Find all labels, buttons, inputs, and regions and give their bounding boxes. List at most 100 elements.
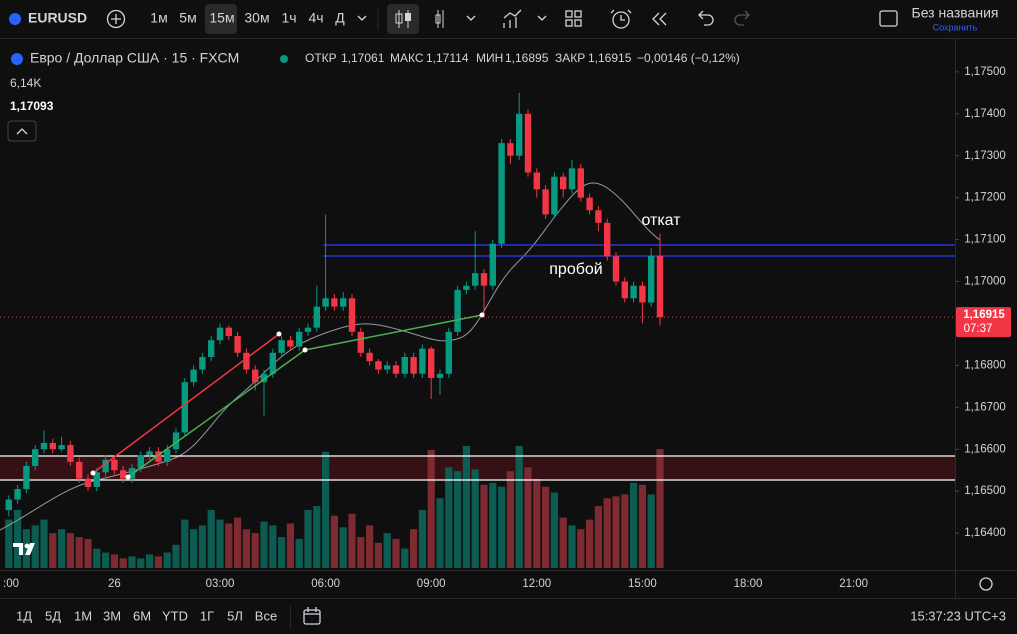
- volume-bar: [146, 554, 154, 568]
- interval[interactable]: 1м: [150, 10, 167, 26]
- candle-body: [480, 273, 488, 286]
- candle-body: [639, 285, 646, 303]
- x-tick-label: 21:00: [839, 578, 868, 590]
- symbol[interactable]: EURUSD: [28, 10, 87, 26]
- volume-bar: [172, 544, 180, 568]
- range-button[interactable]: 1Д: [16, 608, 32, 623]
- undo[interactable]: [698, 10, 714, 26]
- range-button[interactable]: 5Д: [45, 608, 61, 623]
- volume-bar: [533, 478, 541, 568]
- candle-body: [656, 255, 664, 318]
- alert-icon[interactable]: [612, 11, 630, 29]
- interval[interactable]: 15м: [209, 10, 234, 26]
- volume-bar: [577, 529, 585, 568]
- candle-body: [278, 340, 285, 353]
- range-button[interactable]: YTD: [162, 608, 188, 623]
- date-range-icon[interactable]: [303, 609, 321, 625]
- instrument: Евро / Доллар США · 15 · FXCM: [30, 50, 239, 66]
- clock[interactable]: 15:37:23 UTC+3: [910, 608, 1006, 623]
- candle-body: [419, 348, 426, 374]
- y-tick-label: 1,17300: [964, 150, 1006, 162]
- layout-icon[interactable]: [565, 10, 582, 27]
- candle-body: [348, 298, 356, 332]
- redo[interactable]: [734, 10, 750, 26]
- candle-body: [225, 327, 232, 337]
- ohlc-value: 1,17114: [426, 51, 469, 65]
- volume-bar: [66, 533, 74, 568]
- range-button[interactable]: Все: [255, 608, 277, 623]
- candle-body: [489, 243, 496, 286]
- replay-icon[interactable]: [652, 12, 667, 26]
- candle-body: [164, 449, 171, 462]
- ohlc-label: ЗАКР: [555, 51, 585, 65]
- bottom-bar: 15:37:23 UTC+3 1Д 5Д 1М 3М 6М YTD 1Г 5Л Все: [16, 606, 1006, 628]
- interval[interactable]: 5м: [179, 10, 196, 26]
- axis-settings[interactable]: [979, 577, 993, 591]
- interval-group: 1м 5м 15м 30м 1ч 4ч Д: [150, 10, 345, 26]
- ohlc-label: МАКС: [390, 51, 424, 65]
- volume-bar: [295, 538, 303, 568]
- range-button[interactable]: 6М: [133, 608, 151, 623]
- save-link[interactable]: Сохранить: [933, 22, 978, 32]
- candle-body: [322, 298, 329, 307]
- volume-bar: [357, 537, 365, 568]
- volume-bar: [401, 548, 409, 568]
- volume-bar: [242, 529, 250, 568]
- interval[interactable]: 1ч: [281, 10, 296, 26]
- volume-bar: [49, 533, 57, 568]
- volume-bar: [480, 484, 488, 568]
- tv-logo: [13, 543, 35, 555]
- candle-body: [463, 285, 470, 290]
- volume-bar: [586, 519, 594, 568]
- candle-body: [331, 298, 338, 307]
- candle-body: [23, 466, 30, 490]
- candle-body: [102, 459, 109, 473]
- candle-body: [568, 168, 576, 190]
- volume-bar: [190, 529, 198, 568]
- volume-bar: [5, 519, 13, 568]
- layout-name[interactable]: Без названия: [912, 5, 999, 21]
- candle-body: [76, 461, 83, 479]
- candle-body: [604, 222, 611, 257]
- range-button[interactable]: 1М: [74, 608, 92, 623]
- bars-icon[interactable]: [437, 10, 444, 28]
- candle-body: [216, 327, 224, 341]
- volume-bar: [506, 471, 514, 568]
- x-tick-label: 09:00: [417, 578, 446, 590]
- legend: Евро / Доллар США · 15 · FXCM ОТКР 1,170…: [7, 50, 740, 142]
- volume-bar: [410, 529, 418, 568]
- volume-bar: [22, 529, 30, 568]
- range-button[interactable]: 1Г: [200, 608, 214, 623]
- interval[interactable]: 4ч: [308, 10, 323, 26]
- interval[interactable]: 30м: [244, 10, 269, 26]
- candle-body: [5, 499, 12, 511]
- candle-body: [498, 143, 505, 244]
- candle-body: [384, 365, 391, 370]
- chart-type-icon-body: [405, 13, 411, 21]
- crosshair-price: 1,17093: [10, 99, 54, 113]
- menu-arrow[interactable]: [537, 15, 547, 21]
- volume-bar: [313, 506, 321, 568]
- candle-body: [252, 369, 259, 383]
- candle-body: [296, 331, 303, 347]
- range-button[interactable]: 3М: [103, 608, 121, 623]
- candle-body: [137, 455, 144, 469]
- interval-menu[interactable]: [357, 15, 367, 21]
- change: −0,00146 (−0,12%): [637, 51, 740, 65]
- volume-bar: [427, 449, 435, 568]
- volume-bar: [260, 521, 268, 568]
- trend-line: [92, 333, 280, 474]
- volume-bar: [119, 558, 127, 568]
- range-button[interactable]: 5Л: [227, 608, 243, 623]
- candle-body: [445, 331, 452, 374]
- add-symbol[interactable]: [106, 9, 126, 29]
- menu-arrow[interactable]: [466, 15, 476, 21]
- collapse-legend[interactable]: [7, 120, 37, 142]
- volume-bar: [207, 509, 215, 568]
- candle-body: [595, 210, 602, 223]
- candle-body: [111, 459, 118, 471]
- volume-bar: [251, 533, 259, 568]
- layout-checkbox[interactable]: [879, 10, 898, 27]
- interval[interactable]: Д: [335, 10, 345, 26]
- indicators-icon[interactable]: [503, 9, 522, 28]
